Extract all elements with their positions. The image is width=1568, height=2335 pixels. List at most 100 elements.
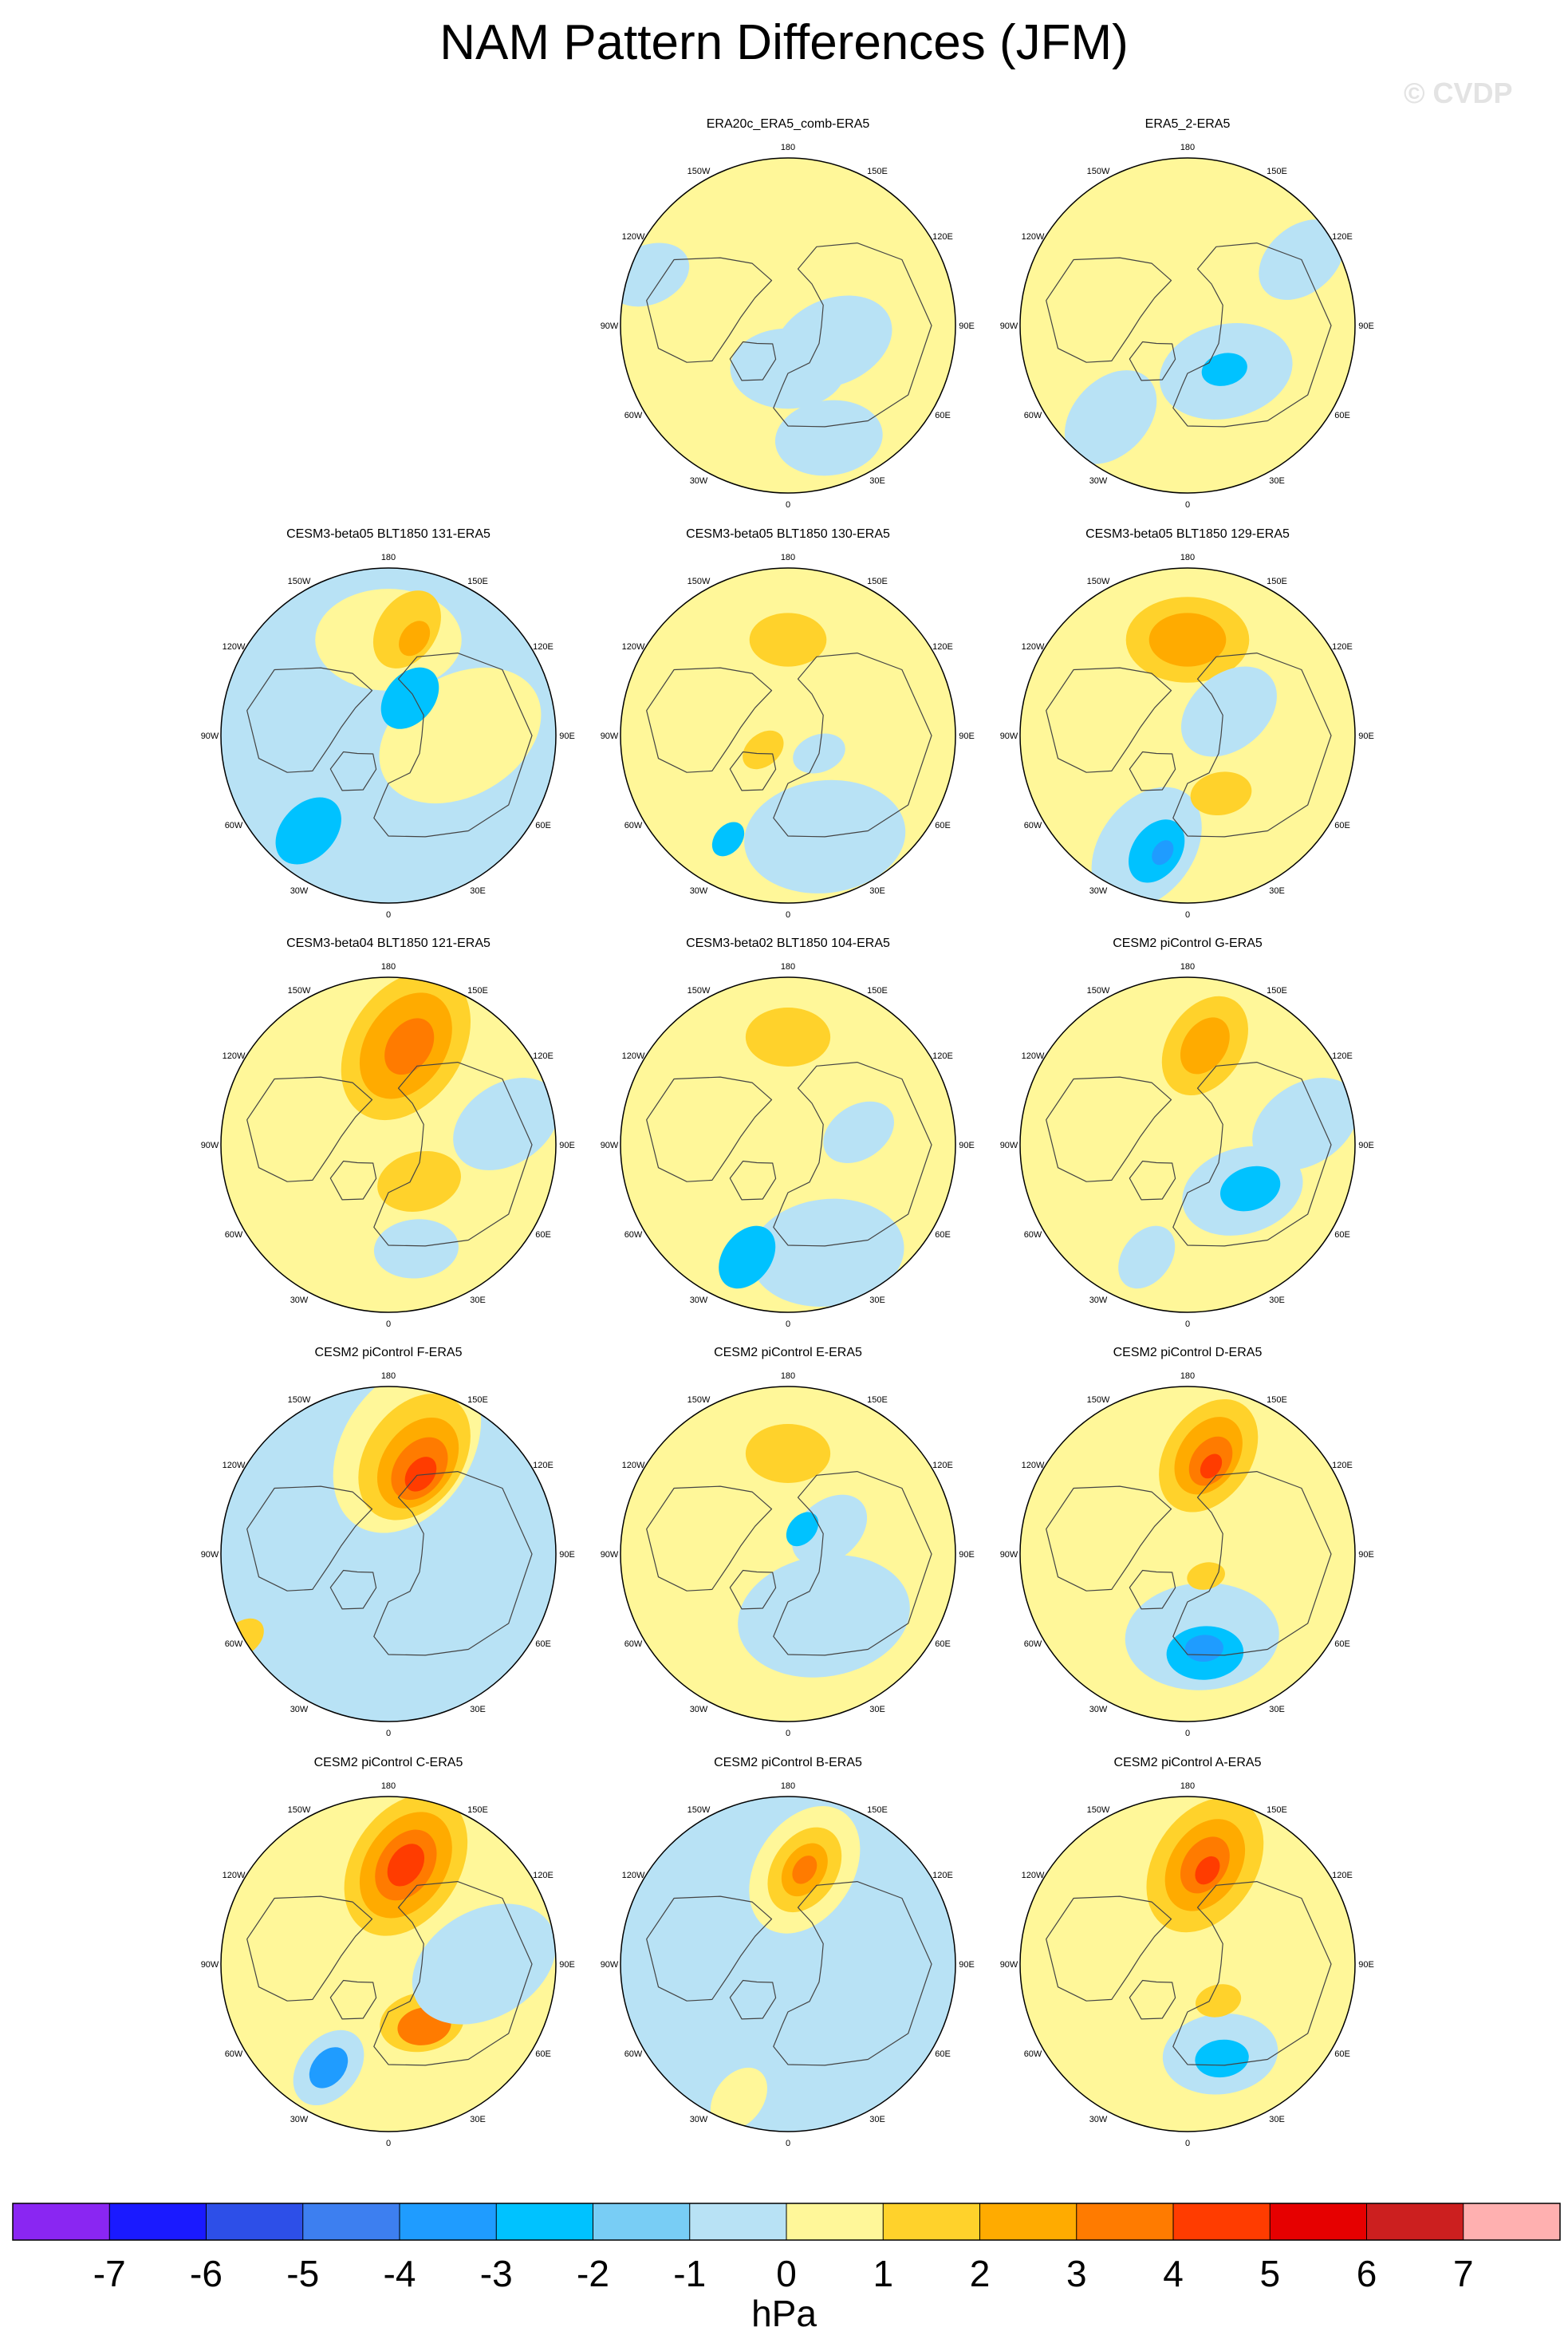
anomaly-contour (1148, 613, 1227, 667)
longitude-label: 30E (470, 886, 486, 896)
longitude-label: 150W (1087, 986, 1110, 996)
longitude-label: 30E (470, 1705, 486, 1714)
longitude-label: 60E (535, 1230, 551, 1240)
coastline (1046, 1485, 1172, 1592)
longitude-label: 120W (622, 1871, 645, 1880)
longitude-label: 180 (381, 962, 396, 972)
coastline (373, 1061, 533, 1247)
anomaly-contour (1064, 370, 1157, 464)
map-panel: 180 150E 120E 90E 60E 30E 0 30W 60W 90W 120W 150W CE… (1000, 937, 1374, 1329)
longitude-label: 60E (535, 2049, 551, 2059)
anomaly-contour (1200, 1453, 1223, 1479)
longitude-label: 0 (1185, 2139, 1190, 2148)
coastline (773, 243, 932, 428)
longitude-label: 120E (1332, 642, 1353, 652)
colorbar-tick-label: 4 (1163, 2253, 1184, 2294)
longitude-label: 90E (959, 732, 975, 741)
coastline (1172, 1470, 1332, 1656)
longitude-label: 90E (1358, 321, 1374, 331)
colorbar-swatch (786, 2203, 884, 2240)
longitude-label: 150E (867, 167, 888, 176)
map-panel: 180 150E 120E 90E 60E 30E 0 30W 60W 90W 120W 150W CE… (1000, 1346, 1374, 1738)
longitude-label: 120W (622, 1461, 645, 1470)
longitude-label: 90W (1000, 732, 1018, 741)
longitude-label: 0 (1185, 910, 1190, 920)
coastline (1129, 1979, 1176, 2020)
map-border (620, 1386, 956, 1722)
anomaly-contour (1180, 1017, 1230, 1075)
longitude-label: 90W (1000, 1550, 1018, 1560)
map-background-field (621, 1797, 955, 2132)
longitude-label: 90W (1000, 321, 1018, 331)
coastline (646, 1485, 773, 1592)
longitude-label: 60W (624, 2049, 643, 2059)
map-background-field (221, 1797, 556, 2132)
longitude-label: 0 (386, 2139, 391, 2148)
coastline (373, 1881, 533, 2066)
longitude-label: 180 (1180, 143, 1195, 152)
anomaly-contour (1195, 1856, 1220, 1885)
anomaly-contour (774, 295, 892, 389)
anomaly-contour (711, 822, 745, 857)
longitude-label: 120W (622, 232, 645, 242)
coastline (373, 652, 533, 838)
colorbar-tick-label: -3 (480, 2253, 513, 2294)
longitude-label: 120E (533, 642, 554, 652)
longitude-label: 30E (1269, 1296, 1285, 1305)
longitude-label: 120E (1332, 1871, 1353, 1880)
coastline (729, 1160, 777, 1201)
longitude-label: 150E (467, 1805, 488, 1815)
longitude-label: 90W (601, 732, 619, 741)
colorbar-tick-label: -4 (384, 2253, 416, 2294)
panel-title: CESM2 piControl B-ERA5 (714, 1756, 862, 1769)
anomaly-contour (719, 1225, 776, 1289)
longitude-label: 30E (869, 476, 885, 486)
anomaly-contour (774, 400, 883, 476)
map-panel: 180 150E 120E 90E 60E 30E 0 30W 60W 90W 120W 150W CE… (601, 1756, 975, 2148)
map-background-field (221, 977, 556, 1312)
coastline (1046, 667, 1172, 773)
longitude-label: 150W (288, 1395, 311, 1405)
map-background-field (221, 1386, 556, 1722)
anomaly-contour (1118, 1225, 1176, 1289)
anomaly-contour (1152, 840, 1174, 866)
panel-title: ERA20c_ERA5_comb-ERA5 (707, 117, 870, 131)
longitude-label: 120E (932, 1461, 953, 1470)
longitude-label: 180 (1180, 1371, 1195, 1381)
anomaly-contour (399, 621, 431, 657)
longitude-label: 120E (932, 1871, 953, 1880)
coastline (729, 1979, 777, 2020)
longitude-label: 0 (386, 1729, 391, 1738)
coastline (729, 751, 777, 791)
longitude-label: 0 (786, 1729, 790, 1738)
map-border (1019, 567, 1356, 904)
map-panel: 180 150E 120E 90E 60E 30E 0 30W 60W 90W 120W 150W CE… (201, 1346, 575, 1738)
longitude-label: 60E (1334, 2049, 1350, 2059)
longitude-label: 30E (869, 2115, 885, 2124)
longitude-label: 150W (288, 1805, 311, 1815)
longitude-label: 120E (932, 1051, 953, 1061)
longitude-label: 60E (935, 1230, 951, 1240)
map-panel: 180 150E 120E 90E 60E 30E 0 30W 60W 90W 120W 150W CE… (1000, 1756, 1374, 2148)
colorbar-tick-label: 6 (1357, 2253, 1377, 2294)
longitude-label: 180 (781, 143, 795, 152)
longitude-label: 0 (1185, 1729, 1190, 1738)
longitude-label: 30E (869, 1296, 885, 1305)
longitude-label: 60W (1024, 411, 1042, 420)
longitude-label: 30W (690, 1705, 708, 1714)
map-panel: 180 150E 120E 90E 60E 30E 0 30W 60W 90W 120W 150W CE… (601, 1346, 975, 1738)
longitude-label: 120E (932, 642, 953, 652)
longitude-label: 120E (1332, 1461, 1353, 1470)
longitude-label: 150W (1087, 167, 1110, 176)
longitude-label: 0 (786, 1319, 790, 1329)
longitude-label: 120W (1022, 1871, 1045, 1880)
longitude-label: 30W (290, 1705, 309, 1714)
figure-title: NAM Pattern Differences (JFM) (439, 15, 1129, 70)
longitude-label: 0 (1185, 500, 1190, 510)
longitude-label: 60E (1334, 821, 1350, 830)
panel-title: CESM3-beta02 BLT1850 104-ERA5 (686, 937, 890, 950)
anomaly-contour (1180, 666, 1277, 757)
anomaly-contour (412, 1903, 556, 2025)
colorbar-swatch (206, 2203, 304, 2240)
longitude-label: 150E (1267, 577, 1287, 586)
